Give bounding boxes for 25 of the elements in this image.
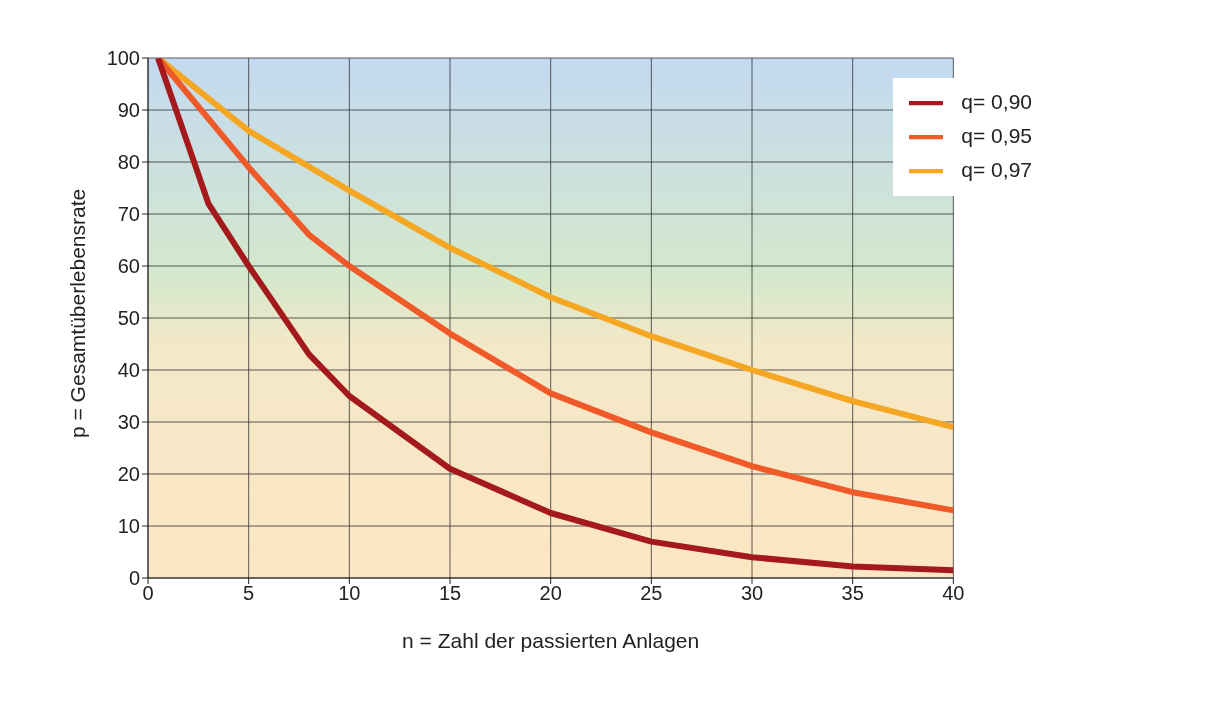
y-tick-label: 40 [117, 359, 140, 382]
x-tick-label: 5 [243, 582, 255, 605]
y-tick-label: 0 [128, 567, 140, 590]
x-tick-label: 0 [142, 582, 154, 605]
x-tick-label: 35 [841, 582, 864, 605]
legend-label: q= 0,97 [961, 157, 1032, 181]
y-tick-label: 100 [106, 47, 140, 70]
y-tick-label: 60 [117, 255, 140, 278]
legend-label: q= 0,90 [961, 89, 1032, 113]
x-tick-label: 15 [438, 582, 462, 605]
y-axis-title: p = Gesamtüberlebensrate [66, 188, 90, 438]
y-tick-label: 20 [117, 463, 140, 486]
legend-label: q= 0,95 [961, 123, 1032, 147]
y-tick-label: 10 [117, 515, 140, 538]
y-tick-label: 30 [117, 411, 140, 434]
x-tick-label: 30 [740, 582, 764, 605]
y-tick-label: 90 [117, 99, 140, 122]
x-axis-title: n = Zahl der passierten Anlagen [402, 629, 700, 652]
y-tick-label: 80 [117, 151, 140, 174]
x-tick-label: 10 [338, 582, 361, 605]
x-tick-label: 25 [640, 582, 663, 605]
y-tick-label: 50 [117, 307, 140, 330]
x-tick-label: 20 [539, 582, 562, 605]
x-tick-label: 40 [942, 582, 965, 605]
y-tick-label: 70 [117, 203, 140, 226]
